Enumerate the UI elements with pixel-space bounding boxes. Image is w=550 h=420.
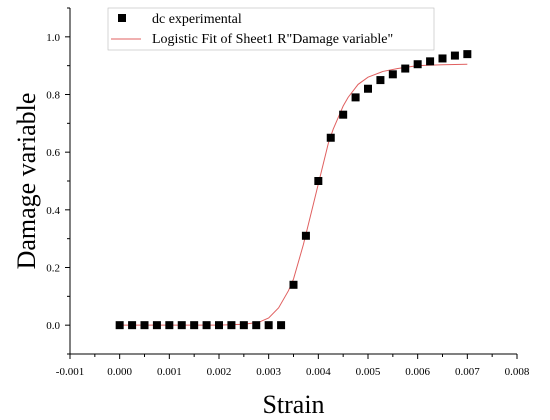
data-point: [215, 321, 223, 330]
x-tick-label: 0.000: [107, 366, 132, 378]
data-point: [413, 60, 422, 69]
data-point: [351, 93, 360, 102]
x-tick-label: 0.003: [256, 366, 281, 378]
data-point: [152, 321, 161, 330]
x-tick-label: 0.008: [505, 366, 530, 378]
data-point: [227, 321, 236, 330]
x-ticks: -0.001 0.000 0.001 0.002 0.003 0.004 0.005 0.00…: [56, 354, 530, 378]
logistic-fit-line: [119, 63, 468, 326]
x-tick-label: 0.004: [306, 366, 331, 378]
data-point: [388, 70, 397, 79]
data-point: [364, 84, 372, 93]
data-point: [438, 54, 447, 63]
x-axis-title: Strain: [262, 390, 324, 419]
x-tick-label: -0.001: [56, 366, 84, 378]
x-tick-label: 0.005: [356, 366, 381, 378]
data-point: [264, 321, 273, 330]
data-point: [289, 280, 298, 289]
x-tick-label: 0.007: [455, 366, 480, 378]
data-point: [252, 321, 261, 330]
y-tick-label: 0.8: [46, 90, 60, 102]
x-tick-label: 0.002: [207, 366, 232, 378]
data-point: [339, 110, 348, 119]
data-point: [115, 321, 124, 330]
y-axis-title: Damage variable: [12, 93, 41, 270]
data-point: [277, 321, 286, 330]
y-tick-label: 1.0: [46, 32, 60, 44]
data-point: [426, 57, 435, 66]
x-tick-label: 0.006: [405, 366, 430, 378]
y-tick-label: 0.2: [46, 263, 60, 275]
data-point: [301, 231, 310, 240]
fit-line-layer: [119, 63, 468, 326]
data-point: [376, 76, 385, 85]
data-point: [450, 51, 459, 60]
data-point: [128, 321, 137, 330]
data-point: [401, 64, 410, 73]
data-points-layer: [115, 50, 472, 330]
data-point: [177, 321, 186, 330]
x-tick-label: 0.001: [157, 366, 182, 378]
data-point: [239, 321, 248, 330]
y-tick-label: 0.6: [46, 147, 60, 159]
legend-box: [107, 7, 435, 51]
data-point: [202, 321, 211, 330]
y-tick-label: 0.0: [46, 320, 60, 332]
data-point: [165, 321, 174, 330]
y-ticks: 0.0 0.2 0.4 0.6 0.8 1.0: [46, 7, 70, 355]
legend-marker-square: [118, 14, 126, 22]
data-point: [463, 50, 472, 59]
legend-label-experimental: dc experimental: [152, 12, 242, 27]
legend-label-fit: Logistic Fit of Sheet1 R"Damage variable…: [152, 32, 393, 47]
y-tick-label: 0.4: [46, 205, 60, 217]
data-point: [326, 133, 335, 142]
data-point: [140, 321, 149, 330]
data-point: [190, 321, 199, 330]
legend: dc experimental Logistic Fit of Sheet1 R…: [107, 7, 435, 51]
data-point: [314, 177, 323, 185]
